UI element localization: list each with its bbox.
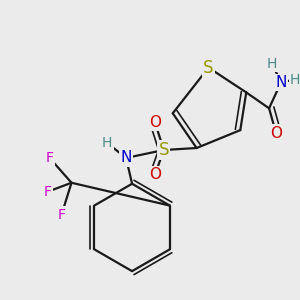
Text: F: F: [58, 208, 66, 221]
Text: H: H: [290, 73, 300, 86]
Text: H: H: [267, 57, 277, 70]
Text: F: F: [44, 185, 52, 199]
Text: F: F: [46, 151, 54, 165]
Text: O: O: [270, 126, 282, 141]
Text: H: H: [102, 136, 112, 150]
Text: N: N: [120, 150, 132, 165]
Text: S: S: [203, 58, 214, 76]
Text: O: O: [149, 115, 161, 130]
Text: N: N: [275, 75, 287, 90]
Text: O: O: [149, 167, 161, 182]
Text: S: S: [159, 141, 169, 159]
